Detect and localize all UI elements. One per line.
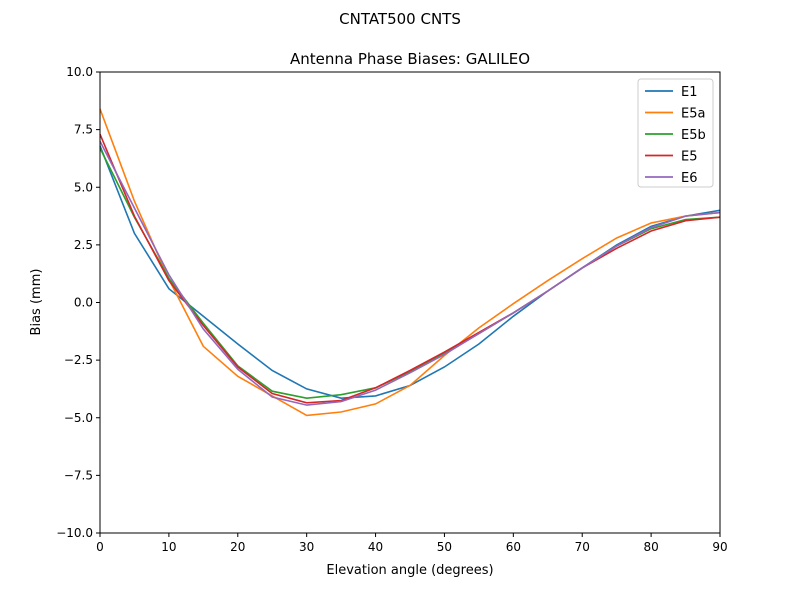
x-tick-label: 80 — [643, 540, 658, 554]
x-axis-label: Elevation angle (degrees) — [326, 563, 493, 578]
x-tick-label: 70 — [575, 540, 590, 554]
y-tick-label: −5.0 — [64, 411, 93, 425]
x-tick-label: 40 — [368, 540, 383, 554]
y-tick-label: 5.0 — [74, 180, 93, 194]
x-tick-label: 90 — [712, 540, 727, 554]
legend-label: E1 — [681, 85, 698, 100]
x-tick-label: 30 — [299, 540, 314, 554]
y-tick-label: 7.5 — [74, 123, 93, 137]
x-tick-label: 10 — [161, 540, 176, 554]
x-tick-label: 60 — [506, 540, 521, 554]
legend-box — [637, 78, 714, 188]
y-tick-label: 10.0 — [66, 65, 93, 79]
series-line-e5b — [99, 147, 721, 400]
chart-suptitle: CNTAT500 CNTS — [339, 10, 461, 28]
x-tick-label: 20 — [230, 540, 245, 554]
y-tick-label: 2.5 — [74, 238, 93, 252]
y-axis-label: Bias (mm) — [29, 269, 44, 336]
y-tick-label: −2.5 — [64, 353, 93, 367]
y-tick-label: −10.0 — [56, 526, 93, 540]
chart-title: Antenna Phase Biases: GALILEO — [290, 50, 530, 68]
x-tick-label: 0 — [96, 540, 104, 554]
legend-label: E5a — [681, 107, 705, 122]
series-line-e1 — [99, 145, 721, 400]
series-layer — [99, 108, 721, 417]
y-tick-label: 0.0 — [74, 296, 93, 310]
y-tick-label: −7.5 — [64, 468, 93, 482]
plot-frame — [99, 71, 721, 534]
legend-label: E6 — [681, 171, 698, 186]
legend-label: E5 — [681, 150, 698, 165]
series-line-e5 — [99, 133, 721, 404]
series-line-e6 — [99, 140, 721, 406]
legend-label: E5b — [681, 128, 706, 143]
series-line-e5a — [99, 108, 721, 417]
ticks-layer: 0 10 20 30 40 50 60 70 80 90 −10.0 −7.5 −5.0 −2.5 0.0 2… — [56, 65, 727, 554]
x-tick-label: 50 — [437, 540, 452, 554]
legend: E1 E5a E5b E5 E6 — [637, 78, 714, 188]
